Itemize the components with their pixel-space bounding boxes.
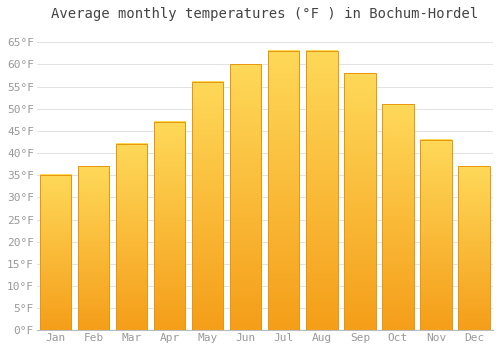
Bar [344,74,376,330]
Bar [192,82,224,330]
Bar [116,144,148,330]
Bar [230,64,262,330]
Bar [40,175,72,330]
Bar [306,51,338,330]
Bar [78,166,110,330]
Bar [154,122,186,330]
Bar [458,166,490,330]
Bar [268,51,300,330]
Bar [382,104,414,330]
Title: Average monthly temperatures (°F ) in Bochum-Hordel: Average monthly temperatures (°F ) in Bo… [52,7,478,21]
Bar [420,140,452,330]
